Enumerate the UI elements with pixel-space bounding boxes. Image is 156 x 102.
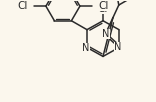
Text: N: N (114, 42, 122, 52)
Text: N: N (82, 43, 90, 53)
Text: Cl: Cl (98, 4, 108, 14)
Text: N: N (102, 29, 110, 39)
Text: Cl: Cl (17, 1, 28, 11)
Text: Cl: Cl (98, 1, 108, 11)
